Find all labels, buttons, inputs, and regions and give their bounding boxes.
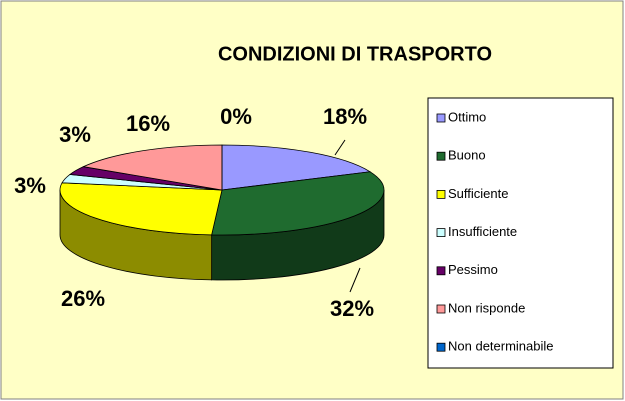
legend-label: Non determinabile (448, 339, 554, 354)
legend (427, 97, 614, 369)
slice (82, 144, 223, 191)
legend-swatch (436, 189, 446, 199)
legend-label: Pessimo (448, 262, 498, 277)
slice (221, 144, 372, 191)
data-label: 16% (126, 111, 170, 136)
legend-swatch (436, 113, 446, 123)
slice (59, 182, 223, 236)
data-label: 32% (330, 296, 374, 321)
legend-label: Ottimo (448, 109, 486, 124)
leader-line (349, 267, 361, 293)
data-label: 3% (14, 173, 46, 198)
legend-swatch (436, 342, 446, 352)
legend-swatch (436, 304, 446, 314)
leader-line (334, 139, 346, 156)
legend-swatch (436, 266, 446, 276)
chart-title: CONDIZIONI DI TRASPORTO (218, 43, 492, 65)
legend-label: Non risponde (448, 300, 525, 315)
data-label: 18% (323, 104, 367, 129)
legend-label: Sufficiente (448, 186, 508, 201)
legend-swatch (436, 151, 446, 161)
legend-label: Insufficiente (448, 224, 517, 239)
data-label: 26% (61, 286, 105, 311)
slice (211, 171, 385, 236)
legend-swatch (436, 228, 446, 238)
legend-label: Buono (448, 148, 486, 163)
data-label: 0% (220, 104, 252, 129)
data-label: 3% (59, 122, 91, 147)
